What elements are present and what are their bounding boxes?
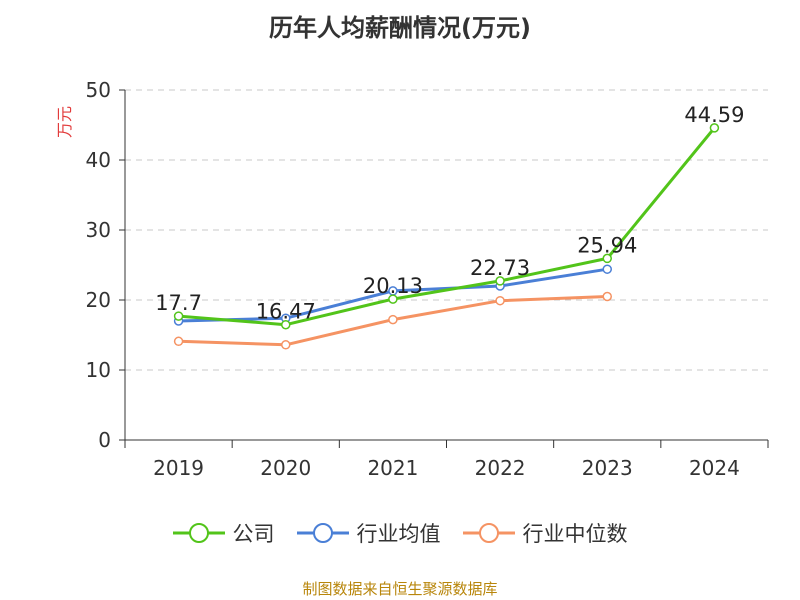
data-label: 17.7 bbox=[155, 291, 202, 315]
legend-label: 行业中位数 bbox=[522, 522, 628, 546]
chart-title: 历年人均薪酬情况(万元) bbox=[269, 14, 531, 42]
source-note: 制图数据来自恒生聚源数据库 bbox=[302, 580, 498, 598]
data-point bbox=[173, 336, 184, 347]
data-point bbox=[388, 314, 398, 325]
x-tick-label: 2022 bbox=[475, 456, 526, 480]
axes: 0 10 20 30 40 50 万元 2019 2020 2021 2022 2023 2024 bbox=[55, 78, 769, 480]
y-tick-label: 10 bbox=[86, 358, 111, 382]
data-point bbox=[281, 319, 291, 330]
legend: 公司 行业均值 行业中位数 bbox=[0, 518, 800, 548]
data-point bbox=[602, 253, 612, 264]
legend-item[interactable]: 行业中位数 bbox=[462, 518, 628, 548]
legend-label: 公司 bbox=[232, 522, 275, 546]
series-line-公司 bbox=[178, 126, 716, 327]
legend-item[interactable]: 公司 bbox=[172, 518, 275, 548]
data-label: 25.94 bbox=[577, 233, 637, 257]
y-tick-label: 30 bbox=[86, 218, 111, 242]
legend-marker-icon bbox=[296, 523, 349, 543]
data-point bbox=[495, 295, 505, 306]
data-point bbox=[602, 291, 612, 302]
grid-lines bbox=[125, 89, 768, 371]
data-point bbox=[281, 340, 291, 350]
data-point bbox=[709, 123, 720, 133]
data-label: 20.13 bbox=[363, 274, 423, 298]
y-tick-label: 20 bbox=[86, 288, 111, 312]
y-tick-label: 0 bbox=[98, 428, 111, 452]
data-point bbox=[495, 276, 505, 286]
data-labels: 17.7 16.47 20.13 22.73 25.94 44.59 bbox=[155, 103, 744, 324]
series-lines bbox=[173, 123, 720, 350]
legend-item[interactable]: 行业均值 bbox=[296, 518, 441, 548]
x-tick-label: 2024 bbox=[689, 456, 740, 480]
data-label: 44.59 bbox=[684, 103, 744, 127]
y-tick-label: 50 bbox=[86, 78, 111, 102]
data-point bbox=[602, 264, 612, 274]
legend-label: 行业均值 bbox=[356, 522, 441, 546]
x-tick-label: 2023 bbox=[582, 456, 633, 480]
legend-marker-icon bbox=[462, 523, 515, 543]
x-tick-label: 2019 bbox=[153, 456, 204, 480]
y-axis-unit: 万元 bbox=[55, 106, 74, 138]
legend-marker-icon bbox=[172, 523, 225, 543]
data-label: 22.73 bbox=[470, 256, 530, 280]
x-tick-label: 2020 bbox=[260, 456, 311, 480]
data-label: 16.47 bbox=[256, 300, 316, 324]
x-tick-label: 2021 bbox=[367, 456, 418, 480]
y-tick-label: 40 bbox=[86, 148, 111, 172]
data-point bbox=[173, 311, 184, 321]
data-point bbox=[388, 294, 398, 304]
